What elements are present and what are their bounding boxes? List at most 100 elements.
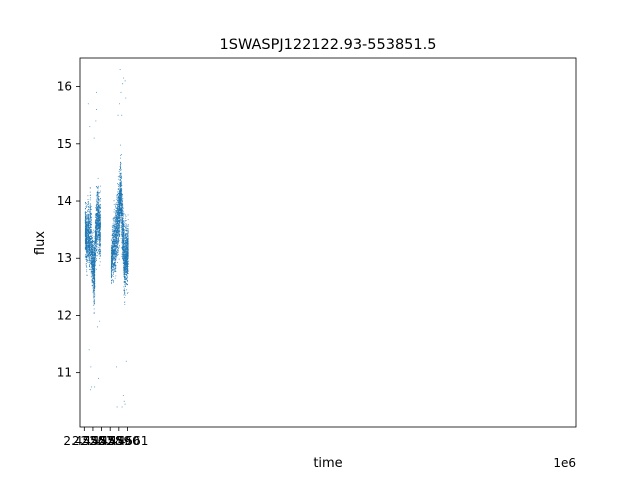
data-point bbox=[89, 250, 91, 252]
data-point bbox=[114, 251, 116, 253]
data-point bbox=[96, 231, 98, 233]
data-point bbox=[117, 206, 118, 208]
data-point bbox=[92, 262, 94, 264]
data-point bbox=[117, 191, 119, 193]
data-point bbox=[92, 250, 94, 252]
data-point bbox=[125, 248, 127, 250]
data-point bbox=[93, 308, 95, 310]
data-point bbox=[96, 252, 98, 254]
data-point bbox=[114, 224, 116, 226]
data-point bbox=[116, 217, 117, 219]
data-point bbox=[86, 204, 88, 206]
data-point bbox=[117, 250, 119, 251]
data-point bbox=[91, 238, 93, 240]
data-point bbox=[93, 291, 95, 293]
data-point bbox=[91, 245, 93, 247]
data-point bbox=[117, 202, 119, 204]
data-point bbox=[98, 244, 100, 246]
data-point bbox=[96, 250, 97, 251]
data-point bbox=[86, 225, 88, 227]
data-point bbox=[120, 166, 121, 168]
data-point bbox=[123, 289, 125, 291]
data-point bbox=[89, 232, 90, 233]
data-point bbox=[120, 211, 122, 213]
data-point bbox=[95, 251, 97, 253]
data-point bbox=[117, 241, 119, 243]
data-point bbox=[119, 231, 121, 233]
data-point bbox=[111, 245, 113, 247]
data-point bbox=[112, 269, 114, 271]
data-point bbox=[91, 259, 93, 261]
data-point bbox=[96, 237, 98, 238]
data-point bbox=[85, 248, 87, 250]
data-point bbox=[112, 281, 114, 283]
data-point bbox=[118, 209, 120, 211]
data-point bbox=[95, 232, 97, 234]
data-point bbox=[115, 204, 117, 206]
data-point bbox=[94, 266, 95, 268]
data-point bbox=[96, 242, 97, 244]
data-point bbox=[120, 184, 122, 185]
data-point bbox=[85, 266, 87, 267]
data-point bbox=[87, 243, 89, 245]
data-point bbox=[114, 230, 116, 232]
data-point bbox=[124, 274, 126, 275]
data-point bbox=[111, 240, 113, 241]
data-point bbox=[123, 243, 125, 245]
data-point bbox=[93, 298, 95, 300]
data-point bbox=[99, 213, 101, 215]
y-tick-label: 16 bbox=[57, 80, 72, 94]
data-point bbox=[95, 220, 97, 222]
data-point bbox=[85, 224, 87, 226]
data-point bbox=[92, 273, 94, 275]
data-point bbox=[122, 247, 124, 249]
data-point bbox=[112, 239, 114, 241]
data-point bbox=[112, 270, 114, 272]
data-point bbox=[120, 185, 122, 187]
data-point bbox=[90, 236, 92, 238]
data-point bbox=[117, 235, 119, 237]
data-point bbox=[125, 97, 127, 99]
data-point bbox=[97, 198, 99, 200]
data-point bbox=[85, 255, 87, 257]
data-point bbox=[124, 260, 126, 262]
data-point bbox=[120, 173, 122, 175]
data-point bbox=[116, 236, 118, 237]
data-point bbox=[88, 229, 90, 231]
data-point bbox=[92, 264, 94, 266]
data-point bbox=[88, 243, 90, 245]
data-point bbox=[87, 227, 89, 229]
data-point bbox=[94, 271, 96, 273]
data-point bbox=[122, 212, 123, 214]
data-point bbox=[111, 240, 113, 242]
data-point bbox=[86, 242, 88, 244]
data-point bbox=[99, 206, 101, 208]
data-point bbox=[89, 235, 91, 237]
data-point bbox=[114, 216, 116, 218]
data-point bbox=[117, 212, 119, 214]
data-point bbox=[118, 227, 120, 229]
data-point bbox=[91, 234, 93, 236]
data-point bbox=[86, 248, 88, 249]
data-point bbox=[124, 274, 126, 275]
data-point bbox=[89, 237, 91, 238]
data-point bbox=[95, 231, 97, 233]
data-point bbox=[91, 386, 93, 388]
data-point bbox=[97, 190, 99, 192]
data-point bbox=[111, 282, 112, 284]
data-point bbox=[124, 256, 126, 258]
data-point bbox=[121, 212, 123, 214]
data-point bbox=[90, 260, 92, 261]
data-point bbox=[113, 211, 115, 213]
data-point bbox=[114, 269, 116, 271]
data-point bbox=[94, 264, 96, 266]
y-tick-label: 12 bbox=[57, 308, 72, 322]
data-point bbox=[98, 248, 100, 250]
data-point bbox=[99, 245, 101, 247]
data-point bbox=[88, 224, 90, 226]
data-point bbox=[94, 251, 96, 253]
data-point bbox=[88, 227, 90, 229]
data-point bbox=[112, 235, 114, 237]
data-point bbox=[85, 247, 87, 249]
data-point bbox=[87, 221, 89, 222]
